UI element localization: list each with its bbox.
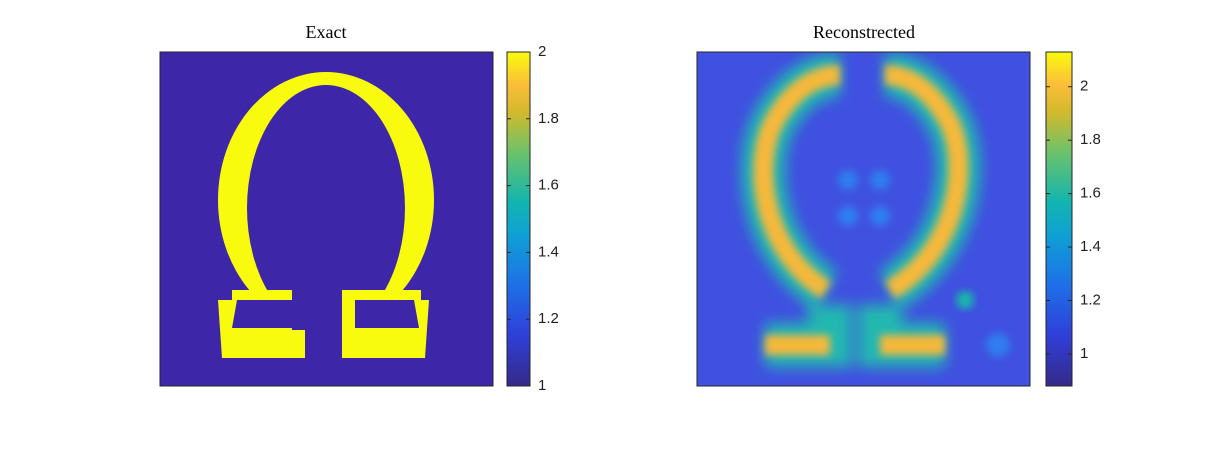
colorbar [506, 51, 531, 387]
colorbar-tick-label: 1.4 [538, 243, 559, 260]
colorbar-tick-label: 1.2 [1080, 291, 1101, 308]
colorbar [1045, 51, 1073, 387]
exact-image [159, 51, 494, 387]
chart-title: Exact [306, 22, 347, 42]
colorbar-tick-label: 1.2 [538, 310, 559, 327]
colorbar-tick-label: 1.6 [538, 177, 559, 194]
colorbar-tick-label: 1.8 [538, 110, 559, 127]
colorbar-tick-label: 1 [538, 377, 546, 394]
colorbar-tick-label: 1.8 [1080, 131, 1101, 148]
colorbar-tick-label: 1.6 [1080, 185, 1101, 202]
colorbar-tick-label: 2 [1080, 78, 1088, 95]
colorbar-tick-label: 2 [538, 43, 546, 60]
reconstructed-image [697, 52, 1030, 386]
colorbar-tick-label: 1.4 [1080, 238, 1101, 255]
chart-title: Reconstrected [813, 22, 915, 42]
colorbar-tick-label: 1 [1080, 345, 1088, 362]
